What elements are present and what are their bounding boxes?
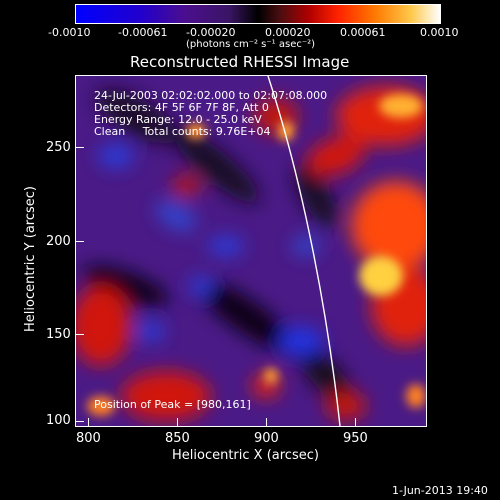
info-clean-counts: Clean Total counts: 9.76E+04 [94,125,271,138]
colorbar-tick-1: -0.0010 [48,26,91,39]
colorbar-tick-4: 0.00020 [265,26,311,39]
colorbar-tick-3: -0.00020 [186,26,236,39]
colorbar-units: (photons cm⁻² s⁻¹ asec⁻²) [186,39,316,50]
x-tick-label-900: 900 [254,431,279,446]
peak-position: Position of Peak = [980,161] [94,398,251,411]
info-time-range: 24-Jul-2003 02:02:02.000 to 02:07:08.000 [94,89,328,102]
x-tick [88,418,89,426]
y-tick-label-250: 250 [46,140,71,155]
x-tick-label-850: 850 [165,431,190,446]
image-plot: 24-Jul-2003 02:02:02.000 to 02:07:08.000… [75,75,427,427]
rhessi-image [76,76,426,426]
info-energy-range: Energy Range: 12.0 - 25.0 keV [94,113,262,126]
y-tick-label-200: 200 [46,234,71,249]
plot-title: Reconstructed RHESSI Image [130,53,350,71]
y-tick-label-150: 150 [46,327,71,342]
x-tick [266,418,267,426]
x-tick [177,418,178,426]
x-tick-label-800: 800 [76,431,101,446]
colorbar-tick-2: -0.00061 [118,26,168,39]
x-tick-label-950: 950 [343,431,368,446]
y-tick [76,241,84,242]
solar-limb [267,76,341,426]
y-tick [76,147,84,148]
colorbar [75,4,441,24]
colorbar-tick-5: 0.00061 [340,26,386,39]
y-tick [76,334,84,335]
y-tick [76,421,84,422]
x-axis-label: Heliocentric X (arcsec) [172,448,319,463]
y-axis-label: Heliocentric Y (arcsec) [23,186,38,332]
x-tick [355,418,356,426]
colorbar-tick-6: 0.0010 [420,26,459,39]
info-detectors: Detectors: 4F 5F 6F 7F 8F, Att 0 [94,101,269,114]
y-tick-label-100: 100 [46,413,71,428]
timestamp: 1-Jun-2013 19:40 [392,484,488,497]
